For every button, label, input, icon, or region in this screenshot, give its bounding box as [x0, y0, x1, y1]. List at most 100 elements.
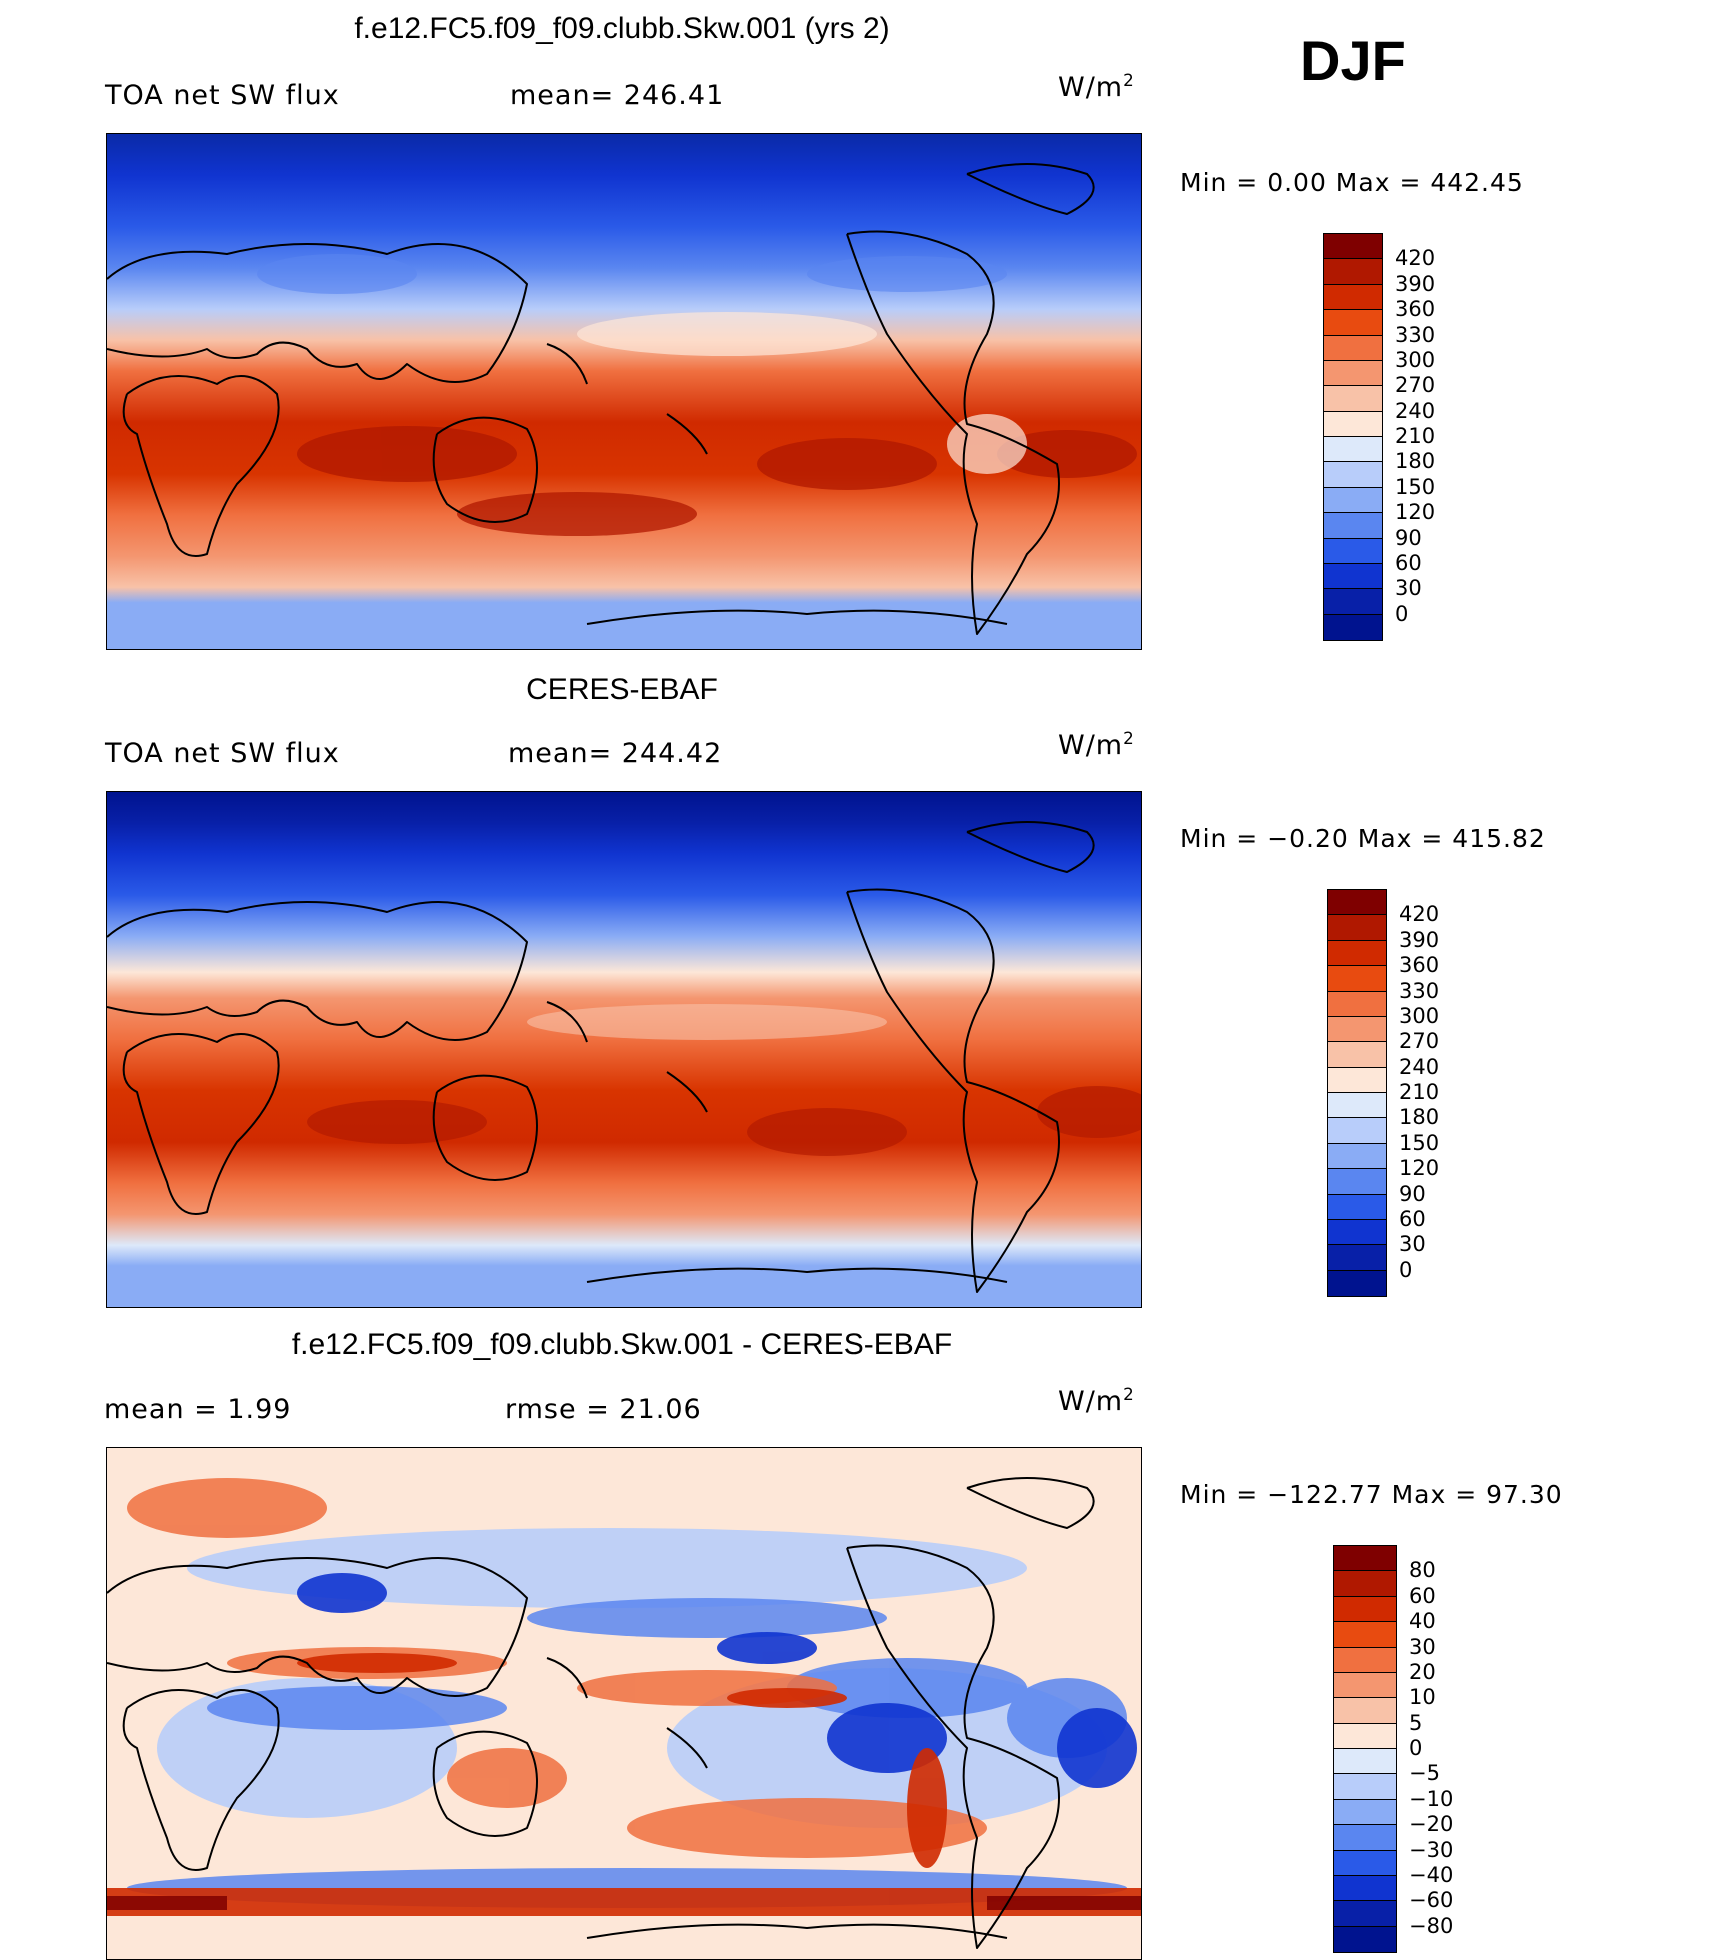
colorbar-swatch [1334, 1622, 1396, 1648]
colorbar-swatch [1324, 462, 1382, 488]
colorbar-tick-label: 390 [1399, 927, 1440, 952]
colorbar-tick-label: 150 [1395, 474, 1436, 499]
panel-1-colorbar [1323, 233, 1383, 641]
colorbar-tick-label: 30 [1399, 1232, 1426, 1257]
colorbar-swatch [1334, 1799, 1396, 1826]
colorbar-swatch [1334, 1875, 1396, 1902]
colorbar-swatch [1334, 1647, 1396, 1673]
colorbar-tick-label: 60 [1399, 1206, 1426, 1231]
colorbar-tick-label: 40 [1409, 1609, 1436, 1634]
colorbar-tick-label: 150 [1399, 1130, 1440, 1155]
panel-2-units: W/m2 [1058, 728, 1135, 761]
panel-2-minmax: Min = −0.20 Max = 415.82 [1180, 824, 1546, 853]
colorbar-tick-label: 330 [1395, 322, 1436, 347]
colorbar-swatch [1334, 1926, 1396, 1952]
colorbar-tick-label: 300 [1399, 1003, 1440, 1028]
colorbar-tick-label: 270 [1395, 373, 1436, 398]
panel-1-map [106, 133, 1142, 650]
colorbar-tick-label: 210 [1395, 424, 1436, 448]
colorbar-swatch [1334, 1596, 1396, 1623]
colorbar-tick-label: 390 [1395, 271, 1436, 296]
colorbar-tick-label: 360 [1395, 297, 1436, 322]
colorbar-swatch [1324, 234, 1382, 260]
colorbar-tick-label: 80 [1409, 1558, 1436, 1583]
colorbar-swatch [1324, 513, 1382, 539]
season-label: DJF [1300, 29, 1406, 92]
colorbar-tick-label: 20 [1409, 1659, 1436, 1684]
colorbar-swatch [1324, 538, 1382, 564]
colorbar-tick-label: −60 [1409, 1888, 1454, 1913]
colorbar-swatch [1328, 1143, 1386, 1170]
panel-3-title: f.e12.FC5.f09_f09.clubb.Skw.001 - CERES-… [291, 1328, 953, 1361]
colorbar-tick-label: −10 [1409, 1786, 1454, 1811]
panel-1-minmax: Min = 0.00 Max = 442.45 [1180, 168, 1524, 197]
colorbar-tick-label: 0 [1395, 601, 1409, 626]
colorbar-tick-label: 30 [1409, 1634, 1436, 1659]
colorbar-swatch [1328, 1219, 1386, 1246]
colorbar-swatch [1324, 437, 1382, 463]
panel-2-title: CERES-EBAF [526, 673, 718, 706]
colorbar-tick-label: 90 [1399, 1181, 1426, 1206]
colorbar-tick-label: 120 [1399, 1156, 1440, 1181]
colorbar-swatch [1334, 1825, 1396, 1851]
colorbar-swatch [1334, 1571, 1396, 1597]
panel-3-colorbar-swatches [1334, 1546, 1396, 1952]
colorbar-swatch [1324, 360, 1382, 387]
colorbar-swatch [1328, 1245, 1386, 1271]
colorbar-swatch [1334, 1850, 1396, 1876]
colorbar-swatch [1324, 335, 1382, 361]
colorbar-tick-label: 270 [1399, 1029, 1440, 1054]
colorbar-swatch [1328, 991, 1386, 1017]
panel-3-minmax: Min = −122.77 Max = 97.30 [1180, 1480, 1563, 1509]
panel-2-variable-label: TOA net SW flux [105, 738, 340, 769]
colorbar-swatch [1324, 259, 1382, 285]
colorbar-tick-label: 330 [1399, 978, 1440, 1003]
colorbar-swatch [1334, 1774, 1396, 1800]
colorbar-tick-label: 30 [1395, 576, 1422, 601]
colorbar-swatch [1328, 940, 1386, 967]
panel-1-colorbar-swatches [1324, 234, 1382, 640]
colorbar-swatch [1334, 1901, 1396, 1927]
colorbar-swatch [1324, 563, 1382, 590]
colorbar-swatch [1328, 1169, 1386, 1195]
colorbar-tick-label: −5 [1409, 1761, 1440, 1786]
colorbar-tick-label: −40 [1409, 1862, 1454, 1887]
colorbar-swatch [1324, 487, 1382, 514]
colorbar-swatch [1328, 1118, 1386, 1144]
colorbar-tick-label: 420 [1395, 246, 1436, 271]
colorbar-swatch [1328, 890, 1386, 916]
panel-1-units: W/m2 [1058, 70, 1135, 103]
panel-3-mean-label: mean = 1.99 [104, 1394, 292, 1425]
panel-1-mean-label: mean= 246.41 [510, 80, 725, 111]
colorbar-swatch [1324, 589, 1382, 615]
colorbar-swatch [1328, 915, 1386, 941]
panel-3-map [106, 1447, 1142, 1960]
colorbar-tick-label: 10 [1409, 1685, 1436, 1710]
colorbar-tick-label: 0 [1399, 1257, 1413, 1282]
colorbar-tick-label: 0 [1409, 1736, 1423, 1760]
colorbar-tick-label: −80 [1409, 1913, 1454, 1938]
colorbar-swatch [1328, 1042, 1386, 1068]
panel-1-title: f.e12.FC5.f09_f09.clubb.Skw.001 (yrs 2) [354, 12, 890, 45]
colorbar-tick-label: 240 [1399, 1054, 1440, 1079]
colorbar-swatch [1328, 1067, 1386, 1093]
colorbar-swatch [1334, 1749, 1396, 1775]
colorbar-tick-label: 60 [1395, 550, 1422, 575]
panel-3-units: W/m2 [1058, 1384, 1135, 1417]
colorbar-swatch [1334, 1546, 1396, 1572]
panel-1-variable-label: TOA net SW flux [105, 80, 340, 111]
colorbar-tick-label: 300 [1395, 347, 1436, 372]
colorbar-tick-label: −20 [1409, 1812, 1454, 1837]
colorbar-swatch [1328, 1194, 1386, 1220]
colorbar-tick-label: 120 [1395, 500, 1436, 525]
colorbar-tick-label: 210 [1399, 1080, 1440, 1104]
panel-3-colorbar [1333, 1545, 1397, 1953]
panel-3-rmse-label: rmse = 21.06 [505, 1394, 702, 1425]
colorbar-tick-label: 240 [1395, 398, 1436, 423]
colorbar-swatch [1324, 411, 1382, 437]
colorbar-tick-label: 360 [1399, 953, 1440, 978]
colorbar-swatch [1334, 1723, 1396, 1749]
panel-2-colorbar-swatches [1328, 890, 1386, 1296]
colorbar-tick-label: 180 [1399, 1105, 1440, 1130]
panel-2-map [106, 791, 1142, 1308]
